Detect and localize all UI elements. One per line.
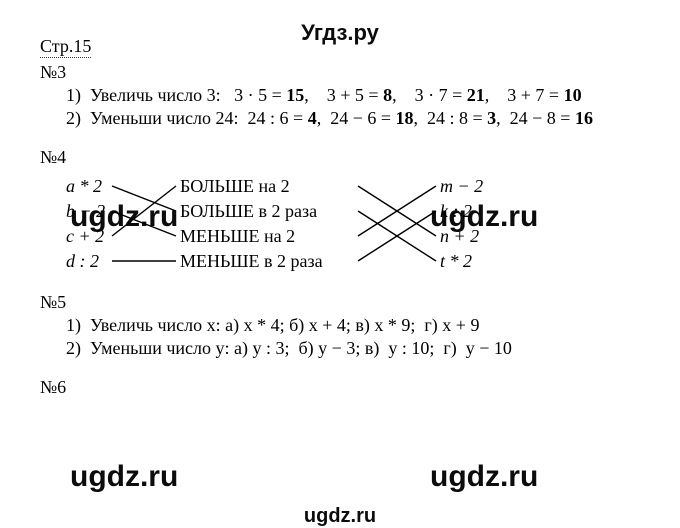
answer: 4 — [308, 108, 317, 128]
exercise-3-row-2: 2) Уменьши число 24: 24 : 6 = 4, 24 − 6 … — [66, 108, 640, 129]
text: , 24 : 8 = — [414, 108, 488, 128]
answer: 16 — [575, 108, 593, 128]
exercise-number: №6 — [40, 377, 640, 398]
match-item: t * 2 — [440, 249, 483, 274]
exercise-5-row-1: 1) Увеличь число x: а) x * 4; б) x + 4; … — [66, 315, 640, 336]
exercise-number: №3 — [40, 62, 640, 83]
text: , 24 − 8 = — [496, 108, 575, 128]
match-label: БОЛЬШЕ на 2 — [180, 174, 323, 199]
text: , 3 + 7 = — [485, 85, 564, 105]
exercise-number: №4 — [40, 147, 640, 168]
match-label: МЕНЬШЕ на 2 — [180, 224, 323, 249]
match-label: БОЛЬШЕ в 2 раза — [180, 199, 323, 224]
watermark: ugdz.ru — [304, 505, 376, 528]
watermark: ugdz.ru — [430, 460, 538, 494]
answer: 21 — [467, 85, 485, 105]
watermark: ugdz.ru — [70, 460, 178, 494]
text: , 24 − 6 = — [317, 108, 396, 128]
exercise-3: №3 1) Увеличь число 3: 3 · 5 = 15, 3 + 5… — [40, 62, 640, 129]
answer: 3 — [487, 108, 496, 128]
text: 2) Уменьши число 24: 24 : 6 = — [66, 108, 308, 128]
answer: 8 — [383, 85, 392, 105]
exercise-5-row-2: 2) Уменьши число y: а) y : 3; б) y − 3; … — [66, 338, 640, 359]
watermark: ugdz.ru — [430, 200, 538, 234]
match-item: m − 2 — [440, 174, 483, 199]
answer: 15 — [286, 85, 304, 105]
match-item: d : 2 — [66, 249, 105, 274]
watermark: ugdz.ru — [70, 200, 178, 234]
exercise-6: №6 — [40, 377, 640, 398]
text: , 3 · 7 = — [392, 85, 467, 105]
answer: 18 — [396, 108, 414, 128]
exercise-3-row-1: 1) Увеличь число 3: 3 · 5 = 15, 3 + 5 = … — [66, 85, 640, 106]
match-label: МЕНЬШЕ в 2 раза — [180, 249, 323, 274]
exercise-5: №5 1) Увеличь число x: а) x * 4; б) x + … — [40, 292, 640, 359]
site-header: Угдз.ру — [301, 20, 379, 46]
page-reference: Стр.15 — [40, 36, 91, 58]
text: , 3 + 5 = — [304, 85, 383, 105]
answer: 10 — [564, 85, 582, 105]
match-mid-column: БОЛЬШЕ на 2 БОЛЬШЕ в 2 раза МЕНЬШЕ на 2 … — [180, 174, 323, 274]
match-item: a * 2 — [66, 174, 105, 199]
exercise-number: №5 — [40, 292, 640, 313]
text: 1) Увеличь число 3: 3 · 5 = — [66, 85, 286, 105]
